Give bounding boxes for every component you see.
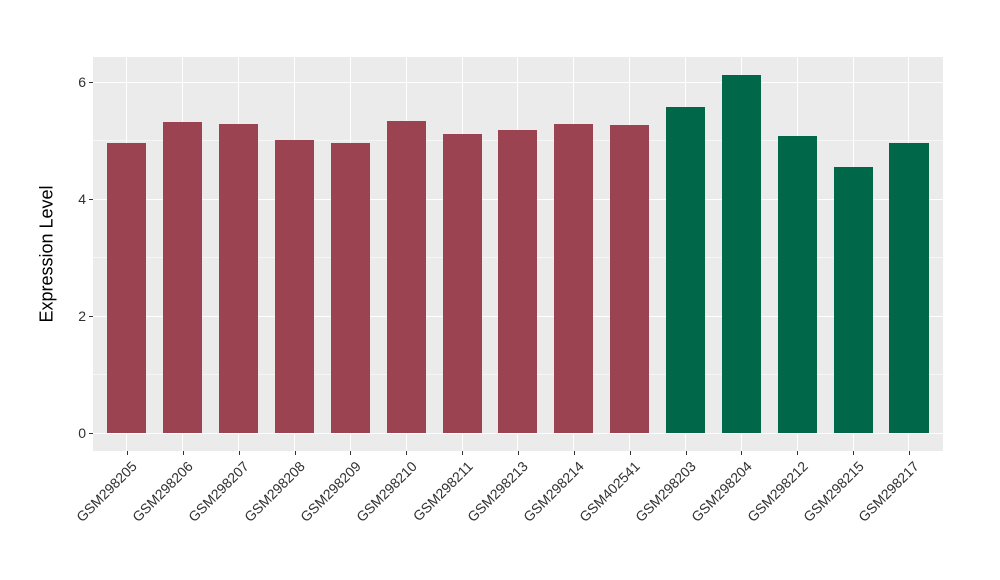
x-tick-mark bbox=[126, 451, 128, 455]
x-tick-mark bbox=[350, 451, 352, 455]
y-tick-mark bbox=[89, 315, 93, 317]
bar-slot bbox=[155, 57, 211, 451]
bar-GSM298213 bbox=[498, 130, 538, 433]
y-tick-mark bbox=[89, 198, 93, 200]
bar-GSM298214 bbox=[554, 123, 594, 433]
bar-slot bbox=[769, 57, 825, 451]
bar-GSM298209 bbox=[330, 142, 370, 433]
bar-slot bbox=[658, 57, 714, 451]
bar-GSM298212 bbox=[777, 136, 817, 433]
x-tick-mark bbox=[741, 451, 743, 455]
x-tick-mark bbox=[853, 451, 855, 455]
x-tick-mark bbox=[294, 451, 296, 455]
plot-panel bbox=[93, 57, 943, 451]
bar-slot bbox=[267, 57, 323, 451]
bar-GSM298211 bbox=[442, 133, 482, 433]
bar-slots bbox=[93, 57, 943, 451]
y-tick-label: 0 bbox=[78, 425, 86, 441]
x-tick-mark bbox=[182, 451, 184, 455]
bar-GSM298217 bbox=[889, 143, 929, 433]
y-tick-mark bbox=[89, 81, 93, 83]
bar-slot bbox=[434, 57, 490, 451]
bar-GSM298215 bbox=[833, 167, 873, 433]
x-tick-mark bbox=[909, 451, 911, 455]
y-tick-mark bbox=[89, 433, 93, 434]
bar-slot bbox=[490, 57, 546, 451]
y-axis-title: Expression Level bbox=[36, 185, 57, 323]
x-tick-mark bbox=[573, 451, 575, 455]
x-tick-mark bbox=[238, 451, 240, 455]
x-tick-mark bbox=[518, 451, 519, 455]
bar-slot bbox=[825, 57, 881, 451]
y-tick-label: 4 bbox=[78, 190, 86, 207]
bar-GSM298206 bbox=[163, 122, 203, 433]
bar-slot bbox=[322, 57, 378, 451]
bar-GSM402541 bbox=[610, 125, 650, 433]
bar-GSM298210 bbox=[386, 120, 426, 433]
bar-slot bbox=[881, 57, 937, 451]
y-tick-label: 6 bbox=[78, 73, 86, 90]
bar-slot bbox=[546, 57, 602, 451]
bar-slot bbox=[713, 57, 769, 451]
x-tick-mark bbox=[629, 451, 631, 455]
x-tick-mark bbox=[406, 451, 408, 455]
bar-GSM298207 bbox=[219, 123, 259, 433]
bar-slot bbox=[99, 57, 155, 451]
x-tick-mark bbox=[685, 451, 687, 455]
bar-slot bbox=[211, 57, 267, 451]
bar-GSM298204 bbox=[721, 75, 761, 433]
bar-GSM298205 bbox=[107, 143, 147, 433]
bar-GSM298208 bbox=[274, 140, 315, 433]
bar-slot bbox=[378, 57, 434, 451]
y-tick-label: 2 bbox=[78, 307, 86, 324]
x-tick-mark bbox=[462, 451, 464, 455]
bar-GSM298203 bbox=[665, 107, 706, 433]
x-tick-mark bbox=[797, 451, 799, 455]
bar-slot bbox=[602, 57, 658, 451]
